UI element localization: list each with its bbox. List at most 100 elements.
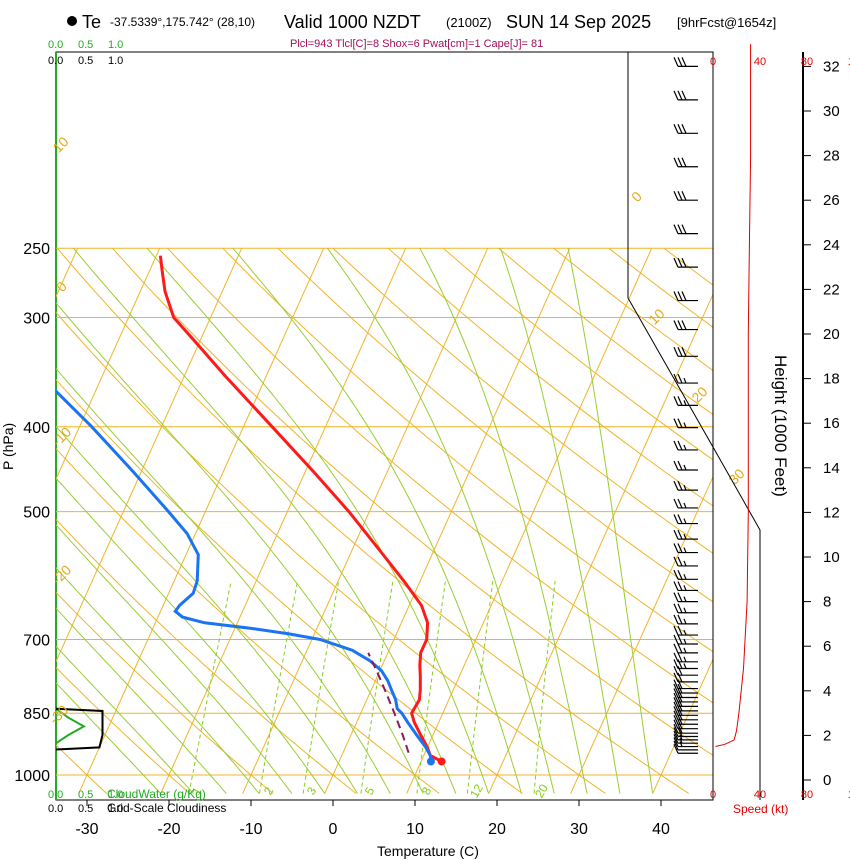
dry-adiabat-line [442,247,713,461]
wind-barb-feather [673,727,679,737]
cloud-water-line [56,707,86,745]
isotherm-label: 10 [49,133,71,155]
height-tick-label: 18 [823,371,840,388]
wind-barb [673,373,698,384]
wind-barb [673,581,698,592]
moist-adiabat-line [56,524,293,794]
cloudiness-tick-top: 1.0 [108,55,123,67]
speed-tick-bottom: 80 [801,789,813,801]
wind-barb-feather [673,683,679,694]
wind-barb [673,592,698,603]
moist-adiabat-line [500,248,621,794]
wind-barb-feather [673,581,679,591]
wind-barb-feather [673,723,679,734]
pressure-tick-label: 850 [23,706,50,723]
speed-axis-title: Speed (kt) [733,802,788,816]
wind-barb-half-feather [683,547,687,553]
wind-barb-feather [673,701,679,712]
pressure-tick-label: 500 [23,505,50,522]
wind-barb-feather [673,257,679,268]
x-tick-label: -20 [157,821,180,838]
wind-barb [673,291,698,302]
isotherm-line [406,248,653,794]
speed-tick-top: 40 [754,56,766,68]
cloudiness-tick-top: 0.5 [78,55,93,67]
mixing-ratio-label: 20 [532,781,551,800]
wind-barb-feather [673,730,679,741]
wind-barb [673,460,698,471]
wind-barb-feather [677,643,683,654]
mixing-ratio-label: 12 [467,781,486,800]
dry-adiabat-line [277,247,713,603]
x-tick-label: 0 [329,821,338,838]
wind-barb-feather [673,672,679,683]
wind-barb-feather [677,124,683,134]
moist-adiabat-line [56,302,424,794]
wind-barb-half-feather [683,560,687,567]
height-tick-label: 30 [823,103,840,120]
wind-barb-feather [677,347,683,357]
height-tick-label: 22 [823,281,840,298]
chart-header: Te -37.5339°,175.742° (28,10) Valid 1000… [67,12,776,50]
wind-barb [673,190,698,201]
wind-barb-half-feather [683,484,687,491]
cloudwater-tick-bottom: 1.0 [108,789,123,801]
wind-barb [673,320,698,331]
y-axis-title: P (hPa) [0,423,16,470]
wind-barb-feather [673,625,679,636]
wind-barb-half-feather [679,741,683,747]
cloudiness-tick-bottom: 0.5 [78,803,93,815]
wind-barb [673,614,698,625]
wind-barb [673,556,698,567]
height-tick-label: 14 [823,460,840,477]
height-tick-label: 24 [823,237,840,254]
height-tick-label: 6 [823,638,831,655]
mixing-ratio-line [416,580,446,794]
x-tick-label: 30 [570,821,588,838]
wind-barb-feather [673,347,679,357]
wind-barb-feather [673,90,679,101]
height-tick-label: 10 [823,549,840,566]
wind-barb [673,157,698,168]
speed-tick-bottom: 40 [754,789,766,801]
wind-barb [673,652,698,663]
mixing-ratio-line [533,580,556,794]
wind-barb-feather [673,679,679,689]
height-tick-label: 2 [823,727,831,744]
wind-barb [673,396,698,406]
wind-barb-feather [677,679,683,689]
wind-barb [673,730,698,741]
wind-barb [673,679,698,690]
x-tick-label: 20 [488,821,506,838]
wind-barb-half-feather [683,596,687,602]
forecast-info: [9hrFcst@1654z] [677,15,776,30]
cloudwater-label: CloudWater (g/Kg) [107,787,206,801]
wind-barb-half-feather [683,585,687,591]
cloudiness-tick-bottom: 0.0 [48,803,63,815]
wind-barb [673,643,698,654]
isotherm-line [652,658,713,794]
wind-barb-feather [673,498,679,509]
wind-barb-half-feather [683,629,687,636]
wind-barb-feather [673,57,679,67]
wind-barb-feather [677,581,683,591]
isotherm-line [242,248,489,794]
pressure-tick-label: 700 [23,632,50,649]
wind-barb [673,124,698,134]
wind-barb-feather [673,643,679,654]
wind-barb-half-feather [683,464,687,471]
isotherm-line [78,248,325,794]
dry-adiabat-line [222,247,713,653]
cloudwater-tick-top: 0.0 [48,39,63,51]
cloudiness-tick-bottom: 1.0 [108,803,123,815]
wind-barb-half-feather [683,518,687,524]
wind-barb-feather [673,733,679,744]
wind-barb [673,737,698,748]
wind-barb-feather [673,743,679,754]
pressure-tick-label: 250 [23,241,50,258]
wind-barb [673,634,698,645]
dry-adiabat-line [167,247,713,704]
wind-barb-feather [681,57,687,67]
cloudwater-tick-top: 0.5 [78,39,93,51]
wind-barb [673,418,698,429]
